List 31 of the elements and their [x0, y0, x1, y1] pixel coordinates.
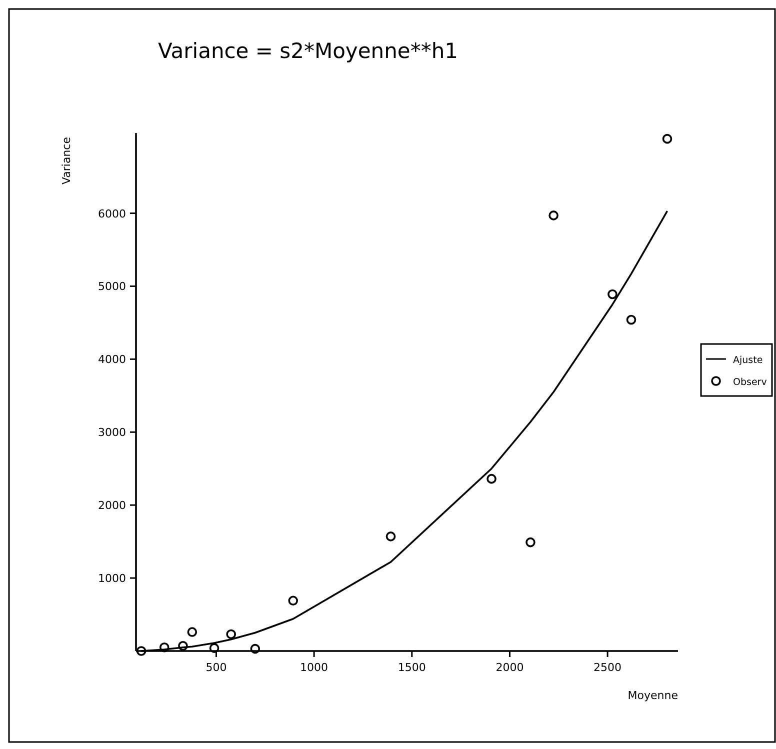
point: [159, 642, 170, 652]
y-tick-label: 5000: [98, 280, 126, 294]
point: [209, 643, 220, 653]
x-tick-label: 1000: [300, 661, 328, 674]
point: [178, 640, 188, 651]
x-tick-label: 500: [206, 661, 227, 674]
point: [486, 474, 496, 484]
point: [288, 596, 298, 606]
legend-label: Ajuste: [733, 355, 763, 366]
x-axis-title: Moyenne: [628, 689, 678, 702]
point: [136, 646, 146, 656]
point: [548, 210, 558, 220]
y-axis-title: Variance: [60, 136, 73, 185]
chart-title: Variance = s2*Moyenne**h1: [158, 39, 458, 63]
y-tick-label: 3000: [98, 426, 126, 440]
y-tick-label: 1000: [98, 572, 126, 586]
point: [626, 314, 636, 325]
point: [250, 644, 260, 654]
y-tick-label: 4000: [98, 353, 126, 366]
point: [386, 532, 396, 542]
point: [226, 629, 236, 640]
x-tick-label: 2500: [594, 661, 622, 674]
x-tick-label: 2000: [496, 661, 524, 674]
point: [187, 627, 198, 637]
point: [526, 537, 536, 548]
y-tick-label: 2000: [98, 499, 126, 512]
point: [662, 134, 672, 144]
legend-label: Observ: [733, 377, 768, 388]
y-tick-label: 6000: [98, 207, 126, 220]
x-tick-label: 1500: [398, 661, 426, 674]
point: [608, 289, 618, 300]
